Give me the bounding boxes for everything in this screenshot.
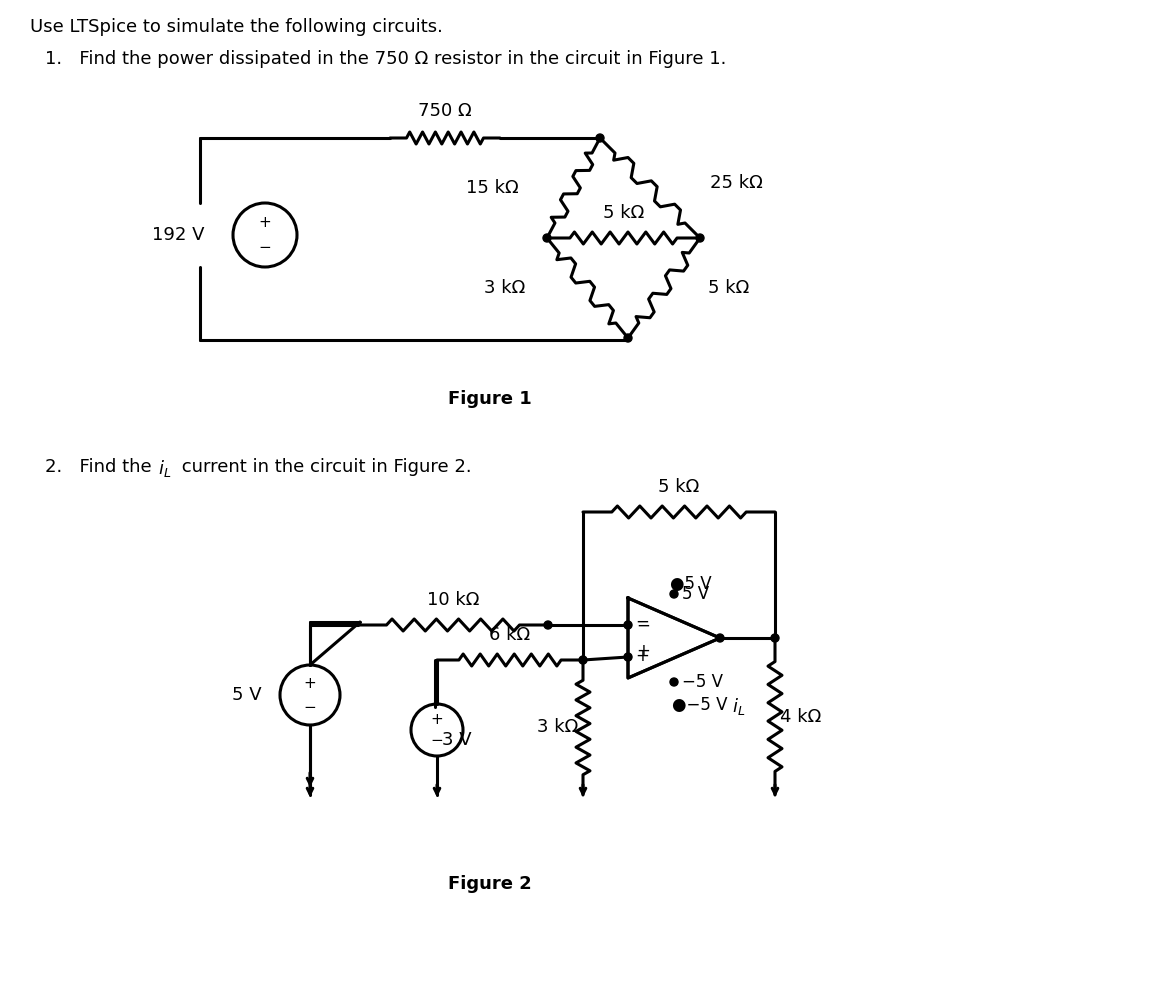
Text: Figure 1: Figure 1 bbox=[448, 390, 532, 408]
Text: −: − bbox=[259, 241, 272, 255]
Text: 5 V: 5 V bbox=[682, 585, 709, 603]
Text: 3 V: 3 V bbox=[442, 731, 471, 749]
Text: +: + bbox=[259, 215, 272, 230]
Text: +: + bbox=[635, 647, 649, 665]
Text: Use LTSpice to simulate the following circuits.: Use LTSpice to simulate the following ci… bbox=[30, 18, 443, 36]
Text: $i_L$: $i_L$ bbox=[731, 696, 745, 717]
Circle shape bbox=[543, 234, 551, 242]
Text: 750 Ω: 750 Ω bbox=[418, 102, 472, 120]
Text: 2.   Find the: 2. Find the bbox=[45, 458, 157, 476]
Text: −: − bbox=[636, 616, 650, 634]
Circle shape bbox=[716, 634, 724, 642]
Text: current in the circuit in Figure 2.: current in the circuit in Figure 2. bbox=[176, 458, 471, 476]
Text: +: + bbox=[430, 712, 443, 727]
Text: ●−5 V: ●−5 V bbox=[672, 696, 728, 714]
Circle shape bbox=[579, 656, 587, 664]
Text: 5 kΩ: 5 kΩ bbox=[602, 204, 645, 222]
Circle shape bbox=[544, 621, 552, 629]
Circle shape bbox=[696, 234, 704, 242]
Text: $i_L$: $i_L$ bbox=[158, 458, 171, 479]
Text: ●5 V: ●5 V bbox=[670, 575, 711, 593]
Text: 5 kΩ: 5 kΩ bbox=[659, 478, 700, 496]
Text: 1.   Find the power dissipated in the 750 Ω resistor in the circuit in Figure 1.: 1. Find the power dissipated in the 750 … bbox=[45, 50, 727, 68]
Circle shape bbox=[624, 653, 632, 661]
Text: −: − bbox=[430, 733, 443, 748]
Circle shape bbox=[670, 678, 677, 686]
Text: 4 kΩ: 4 kΩ bbox=[781, 708, 822, 726]
Circle shape bbox=[771, 634, 779, 642]
Text: −: − bbox=[304, 699, 316, 715]
Text: +: + bbox=[636, 642, 650, 660]
Text: 6 kΩ: 6 kΩ bbox=[490, 626, 531, 644]
Text: 5 V: 5 V bbox=[232, 686, 263, 704]
Text: 25 kΩ: 25 kΩ bbox=[710, 174, 763, 192]
Text: +: + bbox=[304, 675, 316, 690]
Text: 3 kΩ: 3 kΩ bbox=[537, 719, 578, 737]
Text: 3 kΩ: 3 kΩ bbox=[484, 279, 525, 297]
Circle shape bbox=[597, 134, 604, 142]
Circle shape bbox=[624, 621, 632, 629]
Text: 10 kΩ: 10 kΩ bbox=[427, 591, 479, 609]
Text: Figure 2: Figure 2 bbox=[448, 875, 532, 893]
Text: 5 kΩ: 5 kΩ bbox=[708, 279, 749, 297]
Circle shape bbox=[624, 334, 632, 342]
Text: −5 V: −5 V bbox=[682, 673, 723, 691]
Text: 192 V: 192 V bbox=[152, 226, 205, 244]
Text: −: − bbox=[635, 613, 649, 631]
Text: 15 kΩ: 15 kΩ bbox=[466, 179, 519, 197]
Circle shape bbox=[670, 590, 677, 598]
